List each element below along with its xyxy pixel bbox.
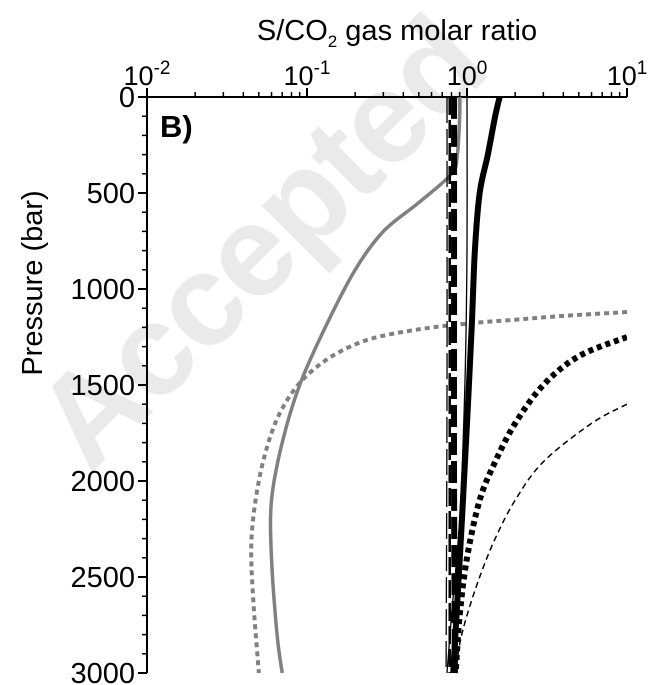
series-line-7: [445, 97, 448, 674]
axes: 10-2 10-1 100 101 0 500 1000 1500 2000 2500 3000: [70, 58, 647, 685]
y-tick-label: 0: [119, 82, 135, 114]
x-axis-title-sub: 2: [328, 32, 337, 51]
x-axis-title-suffix: gas molar ratio: [337, 15, 537, 47]
y-tick-label: 500: [87, 178, 135, 210]
x-tick-label: 100: [447, 58, 488, 91]
y-axis-title: Pressure (bar): [17, 190, 49, 375]
series-line-3: [450, 97, 503, 674]
series-line-4: [446, 97, 468, 674]
x-tick-label: 10-2: [124, 58, 171, 91]
y-tick-label: 3000: [70, 658, 135, 685]
y-tick-label: 1500: [70, 370, 135, 402]
y-tick-label: 2000: [70, 466, 135, 498]
x-tick-label: 101: [607, 58, 648, 91]
y-tick-label: 1000: [70, 274, 135, 306]
x-tick-label: 10-1: [284, 58, 331, 91]
x-axis-title-main: S/CO: [257, 15, 328, 47]
panel-label: B): [160, 109, 193, 144]
series-line-5: [450, 97, 458, 674]
series-line-8: [452, 334, 627, 674]
x-axis-title: S/CO2 gas molar ratio: [257, 15, 537, 51]
series-line-9: [454, 403, 627, 674]
y-tick-label: 2500: [70, 562, 135, 594]
series-line-2: [249, 310, 627, 674]
series-layer: [249, 97, 627, 674]
